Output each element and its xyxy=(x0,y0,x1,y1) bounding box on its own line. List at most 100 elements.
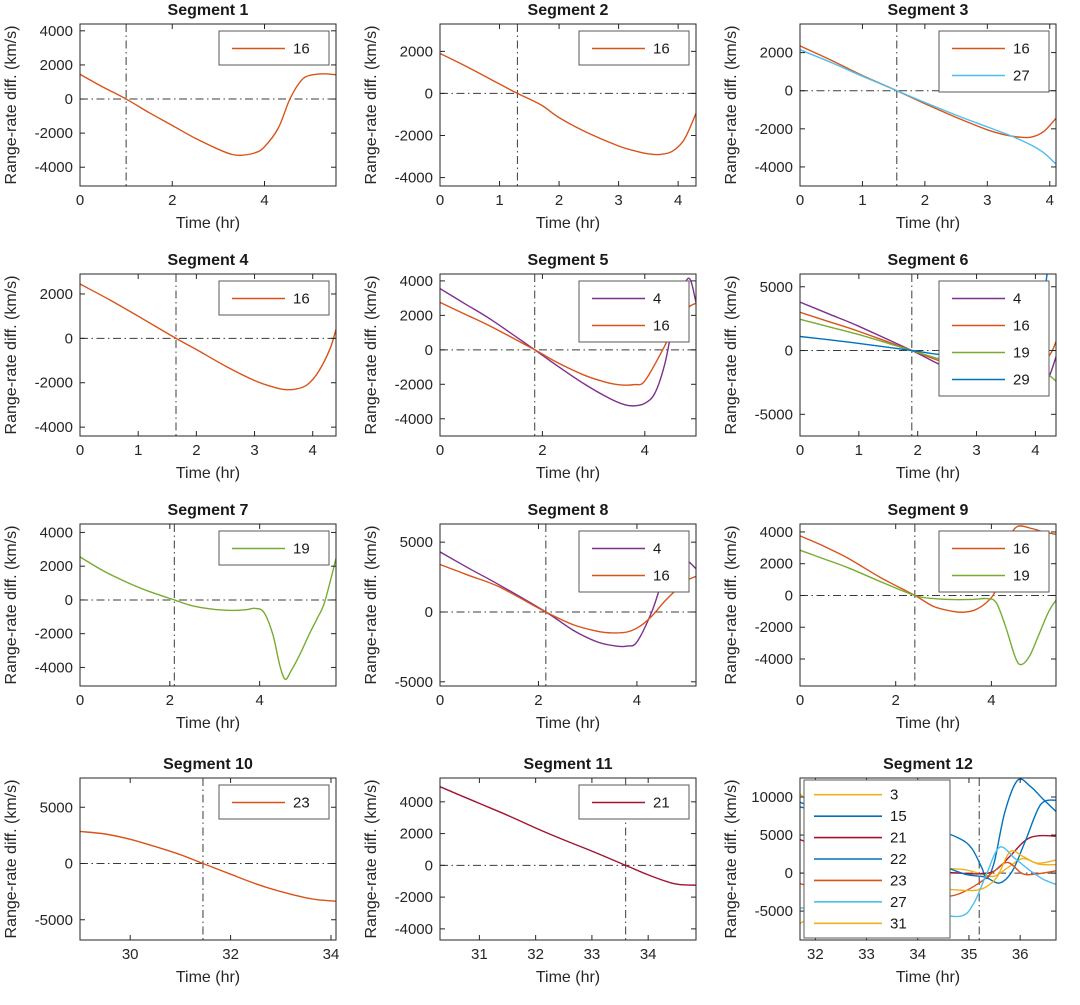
legend-label: 16 xyxy=(1013,541,1030,558)
plot-title: Segment 11 xyxy=(524,756,613,773)
axes-box xyxy=(439,777,697,941)
x-tick-label: 2 xyxy=(168,192,176,209)
x-axis-label: Time (hr) xyxy=(176,465,240,482)
x-tick-label: 2 xyxy=(192,442,200,459)
x-tick-label: 1 xyxy=(134,442,142,459)
x-tick-label: 0 xyxy=(436,442,444,459)
curve-23 xyxy=(80,830,336,902)
y-tick-label: 2000 xyxy=(40,57,73,74)
legend-label: 16 xyxy=(293,291,310,308)
y-tick-label: 4000 xyxy=(40,524,73,541)
reference-lines xyxy=(80,524,336,686)
legend-label: 21 xyxy=(890,830,907,847)
y-tick-label: 4000 xyxy=(400,273,433,290)
y-axis-label: Range-rate diff. (km/s) xyxy=(3,780,20,939)
x-tick-label: 4 xyxy=(309,442,317,459)
legend-box xyxy=(578,530,690,593)
reference-lines xyxy=(80,778,336,940)
x-tick-label: 31 xyxy=(471,946,488,963)
axes-box xyxy=(799,523,1057,687)
axes-box xyxy=(79,273,337,437)
x-tick-label: 4 xyxy=(1046,192,1054,209)
plot-canvas-segment-7: 0 2 4 -4000 -2000 0 2000 4000 Segment 7 Time (hr)… xyxy=(3,502,337,732)
y-axis-label: Range-rate diff. (km/s) xyxy=(723,780,740,939)
legend-label: 23 xyxy=(890,872,907,889)
x-tick-label: 0 xyxy=(436,692,444,709)
axes-box xyxy=(799,273,1057,437)
x-tick-label: 4 xyxy=(260,192,268,209)
x-tick-label: 34 xyxy=(909,946,926,963)
y-tick-label: -2000 xyxy=(755,121,793,138)
x-tick-label: 1 xyxy=(855,442,863,459)
x-tick-label: 32 xyxy=(807,946,824,963)
plot-canvas-segment-3: 0 1 2 3 4 -4000 -2000 0 2000 Segment 3 Time (hr) Ra… xyxy=(723,2,1057,232)
curves xyxy=(80,830,336,902)
legend: 16 xyxy=(218,280,330,316)
x-tick-label: 3 xyxy=(972,442,980,459)
y-tick-label: 0 xyxy=(425,857,433,874)
axes-box xyxy=(79,523,337,687)
curve-16 xyxy=(440,563,696,634)
x-tick-label: 36 xyxy=(1012,946,1029,963)
plot-canvas-segment-4: 0 1 2 3 4 -4000 -2000 0 2000 Segment 4 Time (hr) Ra… xyxy=(3,252,337,482)
x-tick-label: 4 xyxy=(641,442,649,459)
x-tick-label: 2 xyxy=(921,192,929,209)
y-tick-label: 0 xyxy=(65,856,73,873)
legend: 16 xyxy=(578,30,690,66)
y-tick-label: -4000 xyxy=(755,159,793,176)
x-tick-label: 0 xyxy=(796,692,804,709)
legend-label: 4 xyxy=(653,541,661,558)
reference-lines xyxy=(80,274,336,436)
subplot-segment-11: 31 32 33 34 -4000 -2000 0 2000 4000 Segment 11 Tim… xyxy=(360,750,720,1005)
x-tick-label: 2 xyxy=(538,442,546,459)
y-tick-label: 0 xyxy=(65,592,73,609)
axes-box xyxy=(799,23,1057,187)
plot-canvas-segment-2: 0 1 2 3 4 -4000 -2000 0 2000 Segment 2 Time (hr) Ra… xyxy=(363,2,697,232)
x-tick-label: 35 xyxy=(961,946,978,963)
reference-lines xyxy=(800,524,1056,686)
y-tick-label: 4000 xyxy=(760,524,793,541)
x-axis-label: Time (hr) xyxy=(896,465,960,482)
x-tick-label: 0 xyxy=(436,192,444,209)
legend-label: 16 xyxy=(653,318,670,335)
plot-canvas-segment-1: 0 2 4 -4000 -2000 0 2000 4000 Segment 1 Time (hr)… xyxy=(3,2,337,232)
x-tick-label: 4 xyxy=(987,692,995,709)
y-axis-label: Range-rate diff. (km/s) xyxy=(363,26,380,185)
x-tick-label: 1 xyxy=(495,192,503,209)
y-tick-label: 4000 xyxy=(40,23,73,40)
legend-label: 27 xyxy=(890,894,907,911)
y-tick-label: 0 xyxy=(425,342,433,359)
curve-19 xyxy=(800,549,1056,666)
y-tick-label: 2000 xyxy=(760,556,793,573)
y-tick-label: -4000 xyxy=(395,921,433,938)
x-axis-label: Time (hr) xyxy=(536,715,600,732)
y-axis-label: Range-rate diff. (km/s) xyxy=(3,276,20,435)
legend-label: 16 xyxy=(653,568,670,585)
legend: 4 16 xyxy=(578,530,690,593)
plot-title: Segment 12 xyxy=(883,756,973,773)
plot-canvas-segment-6: 0 1 2 3 4 -5000 0 5000 Segment 6 Time (hr) Range-r… xyxy=(723,252,1057,482)
reference-lines xyxy=(440,524,696,686)
curve-16 xyxy=(80,283,336,391)
reference-lines xyxy=(440,24,696,186)
y-tick-label: -2000 xyxy=(35,626,73,643)
subplot-segment-12: 32 33 34 35 36 -5000 0 5000 10000 Segment 12 Time … xyxy=(720,750,1080,1005)
x-tick-label: 2 xyxy=(166,692,174,709)
y-tick-label: 5000 xyxy=(40,799,73,816)
x-axis-label: Time (hr) xyxy=(896,969,960,986)
legend: 21 xyxy=(578,784,690,820)
legend-label: 29 xyxy=(1013,372,1030,389)
axes-box xyxy=(79,777,337,941)
plot-title: Segment 1 xyxy=(168,2,249,19)
x-tick-label: 0 xyxy=(76,192,84,209)
reference-lines xyxy=(440,778,696,940)
legend-label: 27 xyxy=(1013,68,1030,85)
plot-title: Segment 7 xyxy=(168,502,249,519)
y-tick-label: -4000 xyxy=(755,651,793,668)
plot-title: Segment 10 xyxy=(163,756,253,773)
subplot-segment-4: 0 1 2 3 4 -4000 -2000 0 2000 Segment 4 Time (hr) Ra… xyxy=(0,250,360,500)
x-axis-label: Time (hr) xyxy=(896,215,960,232)
curve-19 xyxy=(80,556,336,681)
x-tick-label: 0 xyxy=(76,692,84,709)
x-tick-label: 0 xyxy=(796,442,804,459)
